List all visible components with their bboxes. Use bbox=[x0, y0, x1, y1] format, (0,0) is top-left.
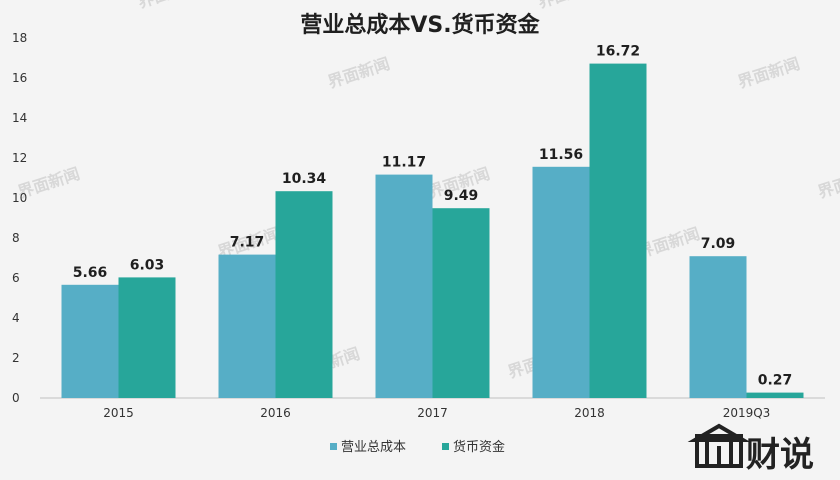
bar-2018-货币资金 bbox=[589, 63, 647, 398]
y-tick-label: 14 bbox=[12, 111, 27, 125]
y-tick-label: 6 bbox=[12, 271, 20, 285]
watermark-text: 界面新闻 bbox=[535, 0, 602, 12]
y-tick-label: 4 bbox=[12, 311, 20, 325]
watermark-text: 界面新闻 bbox=[135, 0, 202, 12]
y-tick-label: 8 bbox=[12, 231, 20, 245]
legend-label: 货币资金 bbox=[453, 439, 505, 455]
data-label: 6.03 bbox=[130, 257, 165, 273]
x-tick-label: 2018 bbox=[574, 406, 605, 420]
brand-text: 财说 bbox=[746, 435, 814, 475]
bar-2017-营业总成本 bbox=[375, 174, 433, 398]
x-tick-label: 2019Q3 bbox=[723, 406, 771, 420]
bar-2016-营业总成本 bbox=[218, 254, 276, 398]
y-tick-label: 0 bbox=[12, 391, 20, 405]
y-axis: 0 2 4 6 8 10 12 14 16 18 bbox=[12, 31, 27, 405]
legend-label: 营业总成本 bbox=[341, 440, 406, 455]
bar-2015-营业总成本 bbox=[61, 284, 119, 398]
y-tick-label: 2 bbox=[12, 351, 20, 365]
bar-2018-营业总成本 bbox=[532, 166, 590, 398]
bar-2019Q3-营业总成本 bbox=[689, 256, 747, 398]
x-tick-label: 2016 bbox=[260, 406, 291, 420]
x-axis: 2015 2016 2017 2018 2019Q3 bbox=[103, 406, 770, 420]
data-label: 11.56 bbox=[539, 147, 583, 163]
y-tick-label: 12 bbox=[12, 151, 27, 165]
legend-swatch bbox=[442, 443, 449, 450]
bar-2017-货币资金 bbox=[432, 208, 490, 398]
x-tick-label: 2017 bbox=[417, 406, 448, 420]
data-label: 9.49 bbox=[444, 188, 479, 204]
watermark-text: 界面新闻 bbox=[735, 54, 802, 92]
brand-icon bbox=[687, 423, 751, 468]
data-label: 7.17 bbox=[230, 235, 265, 251]
bars: 5.66 6.03 7.17 10.34 11.17 9.49 11.56 16.72 7.09… bbox=[61, 44, 804, 398]
data-label: 16.72 bbox=[596, 44, 640, 60]
data-label: 11.17 bbox=[382, 155, 426, 171]
legend-swatch bbox=[330, 443, 337, 450]
watermark-text: 界面新闻 bbox=[325, 54, 392, 92]
y-tick-label: 10 bbox=[12, 191, 27, 205]
watermark-text: 界面新闻 bbox=[815, 164, 840, 202]
chart-title: 营业总成本VS.货币资金 bbox=[300, 12, 540, 38]
bar-2016-货币资金 bbox=[275, 191, 333, 398]
brand-logo: 财说 bbox=[687, 423, 814, 475]
bar-2019Q3-货币资金 bbox=[746, 392, 804, 398]
data-label: 0.27 bbox=[758, 373, 793, 389]
data-label: 10.34 bbox=[282, 171, 327, 187]
x-tick-label: 2015 bbox=[103, 406, 134, 420]
y-tick-label: 18 bbox=[12, 31, 27, 45]
data-label: 7.09 bbox=[701, 236, 736, 252]
data-label: 5.66 bbox=[73, 265, 108, 281]
bar-2015-货币资金 bbox=[118, 277, 176, 398]
y-tick-label: 16 bbox=[12, 71, 27, 85]
legend: 营业总成本 货币资金 bbox=[330, 439, 505, 455]
